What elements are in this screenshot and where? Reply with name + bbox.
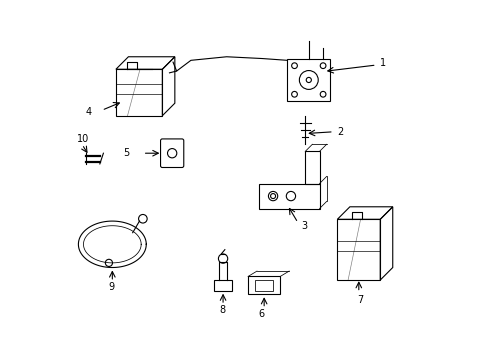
Text: 9: 9	[108, 282, 115, 292]
Text: 7: 7	[356, 295, 363, 305]
Text: 1: 1	[380, 58, 386, 68]
Text: 2: 2	[337, 127, 343, 137]
Text: 8: 8	[219, 305, 225, 315]
Text: 3: 3	[301, 221, 307, 231]
Text: 6: 6	[258, 309, 264, 319]
Text: 10: 10	[77, 134, 89, 144]
Text: 4: 4	[85, 107, 91, 117]
Text: 5: 5	[123, 148, 129, 158]
